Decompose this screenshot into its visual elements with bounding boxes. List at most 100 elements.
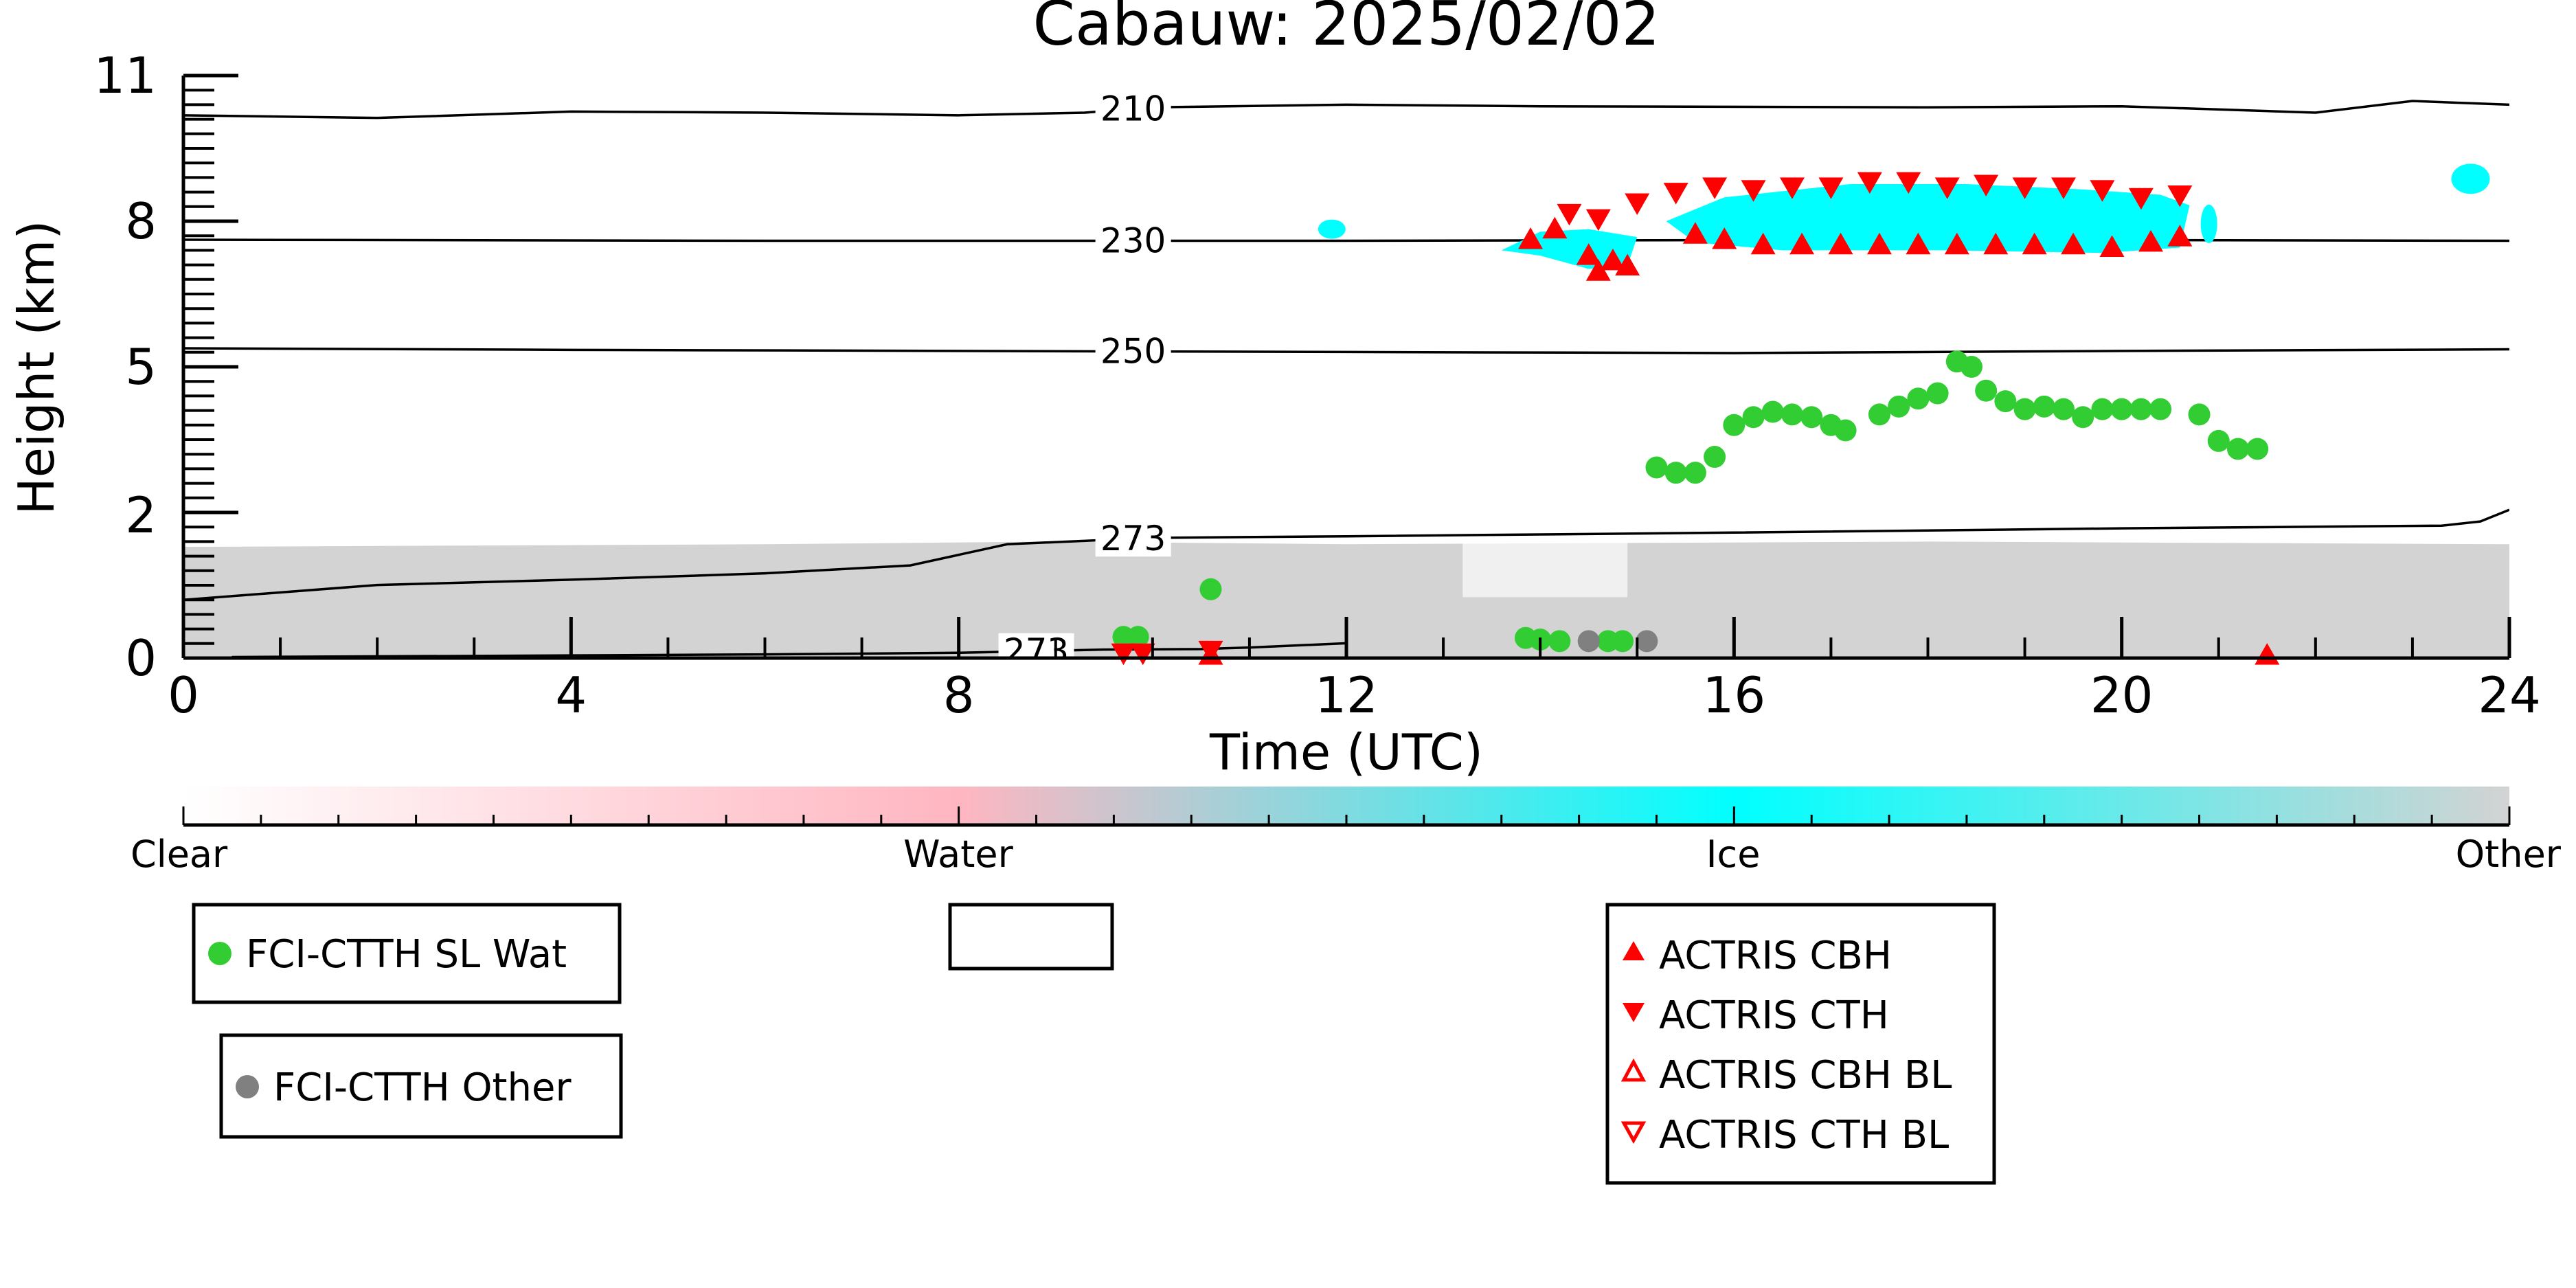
legend-fci-other: FCI-CTTH Other [219,1033,623,1139]
x-tick-label: 0 [168,666,199,724]
actris-cbh-point [1682,222,1708,244]
legend-label: FCI-CTTH SL Wat [246,932,567,977]
actris-cbh-point [2167,225,2193,247]
actris-cbh-point [1866,232,1892,255]
fci-sl-wat-point [2149,398,2172,420]
actris-cbh-point [1518,227,1544,249]
actris-cth-point [1585,209,1611,231]
axes: 0 4 8 12 16 20 24 0 2 5 8 11 [93,47,2540,724]
y-tick-label: 8 [125,192,157,250]
fci-sl-wat-point [1723,414,1745,436]
x-tick-label: 4 [555,666,587,724]
contour-label: 250 [1100,332,1166,372]
legend-actris: ACTRIS CBH ACTRIS CTH ACTRIS CBH BL ACTR… [1605,903,1996,1185]
legend-empty [948,903,1114,971]
ice-cloud-patch [2451,163,2490,194]
x-tick-label: 8 [943,666,975,724]
fci-sl-wat-point [1684,462,1706,484]
colorbar-label-other: Other [2456,833,2562,876]
actris-cbh-point [1789,232,1815,255]
actris-cth-point [2167,185,2193,207]
fci-sl-wat-point [2033,395,2055,418]
fci-sl-wat-point [1975,379,1998,402]
actris-cth-point [1130,643,1155,666]
fci-other-point [1636,630,1658,653]
y-axis-label: Height (km) [8,221,65,515]
actris-cth-point [1974,174,1999,197]
fci-sl-wat-point [2226,438,2249,460]
actris-cth-point [2012,177,2037,199]
fci-sl-wat-point [2207,429,2230,452]
colorbar-label-ice: Ice [1706,833,1761,876]
boundary-layer-gap [1462,541,1628,598]
colorbar-ticks [182,806,2511,825]
actris-cbh-point [1615,253,1640,276]
y-tick-label: 11 [93,47,157,104]
fci-sl-wat-point [2246,438,2269,460]
contour-line [183,100,2509,120]
actris-cbh-point [1576,243,1601,265]
legend-marker-grey-circle [236,1075,259,1098]
actris-cth-point [1198,640,1223,663]
legend-marker-triangle-up-open [1620,1058,1647,1082]
y-tick-label: 2 [125,486,157,544]
x-tick-label: 20 [2090,666,2154,724]
contour-label-background [1095,223,1171,259]
fci-sl-wat-point [1888,395,1910,418]
actris-cth-point [2090,180,2115,202]
legend-label: ACTRIS CTH [1659,993,1889,1038]
legend-fci-sl-wat: FCI-CTTH SL Wat [192,903,622,1004]
fci-sl-wat-point [1742,406,1765,429]
actris-cbh-point [1712,227,1737,249]
contour-label-background [998,633,1074,658]
fci-sl-wat-point [1664,462,1687,484]
contour-line [183,347,2509,354]
fci-sl-wat-point [2129,398,2152,420]
ice-cloud-patch [2200,204,2217,243]
ice-cloud-main [1666,184,2190,253]
fci-sl-wat-point [2013,398,2036,420]
actris-cbh-point [1906,232,1931,255]
background-layer [183,541,2509,658]
x-tick-label: 24 [2478,666,2541,724]
y-tick-label: 5 [125,338,157,396]
fci-sl-wat-point [2072,406,2094,429]
actris-cbh-point [1542,216,1568,239]
actris-cbh-point [2138,229,2163,252]
actris-cth-point [1625,193,1650,216]
contour-label: 273 [1004,631,1069,671]
actris-cth-point [2128,188,2154,210]
actris-cth-point [2051,177,2077,199]
contour-label: 230 [1100,221,1166,261]
actris-cth-point [1779,177,1805,199]
fci-sl-wat-point [1127,626,1149,648]
fci-sl-wat-point [2188,403,2211,426]
actris-cth-point [1557,203,1582,226]
actris-cbh-point [1983,232,2009,255]
actris-cbh-point [2061,232,2086,255]
actris-cbh-point [1600,248,1625,271]
fci-other-point [1577,630,1600,653]
actris-cbh-point [1585,259,1611,281]
actris-cbh-point [1750,232,1776,255]
actris-cth-point [1111,643,1136,666]
fci-sl-wat-point [1800,406,1823,429]
contour-label: 273 [1100,519,1166,558]
legend-marker-triangle-down [1623,1003,1645,1022]
fci-sl-wat-point [1199,578,1222,600]
legend-marker-green-circle [208,942,231,965]
fci-sl-wat-point [1781,403,1803,426]
legend-label: ACTRIS CBH [1659,934,1892,978]
fci-sl-wat-point [1926,382,1949,405]
fci-sl-wat-point [1907,387,1930,410]
legend-label: ACTRIS CBH BL [1659,1053,1952,1098]
legend-label: ACTRIS CTH BL [1659,1113,1949,1157]
boundary-layer-other-area [183,541,2509,658]
colorbar-label-clear: Clear [131,833,228,876]
actris-cth-point [1934,177,1960,199]
contour-label-background [1095,91,1171,127]
ice-cloud-layer [1318,163,2490,269]
actris-cth-point [1702,177,1728,199]
